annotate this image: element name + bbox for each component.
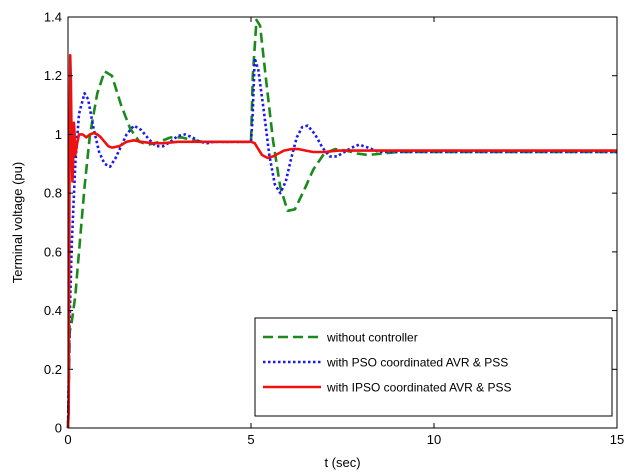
y-tick-label: 0 xyxy=(55,421,62,436)
legend-label: with PSO coordinated AVR & PSS xyxy=(326,356,508,370)
y-tick-label: 1 xyxy=(55,127,62,142)
y-tick-label: 0.4 xyxy=(44,303,62,318)
y-tick-label: 0.6 xyxy=(44,244,62,259)
y-axis-label: Terminal voltage (pu) xyxy=(10,162,25,283)
x-tick-label: 10 xyxy=(427,432,441,447)
series-line-3 xyxy=(66,53,617,429)
legend-label: with IPSO coordinated AVR & PSS xyxy=(326,381,512,395)
legend-label: without controller xyxy=(326,331,418,345)
tick-layer: 0 5 10 15 0 0.2 0.4 0.6 0.8 1 1.2 1.4 xyxy=(44,10,624,448)
x-tick-label: 0 xyxy=(64,432,71,447)
plot-frame xyxy=(67,16,618,429)
y-tick-label: 1.2 xyxy=(44,68,62,83)
x-tick-label: 5 xyxy=(247,432,254,447)
legend-box xyxy=(254,317,613,417)
series-layer xyxy=(66,18,617,429)
y-tick-label: 1.4 xyxy=(44,10,62,25)
series-line-1 xyxy=(66,18,617,429)
legend: without controller with PSO coordinated A… xyxy=(254,317,613,417)
y-tick-label: 0.8 xyxy=(44,186,62,201)
y-tick-label: 0.2 xyxy=(44,362,62,377)
x-tick-label: 15 xyxy=(610,432,624,447)
x-axis-label: t (sec) xyxy=(324,455,360,470)
